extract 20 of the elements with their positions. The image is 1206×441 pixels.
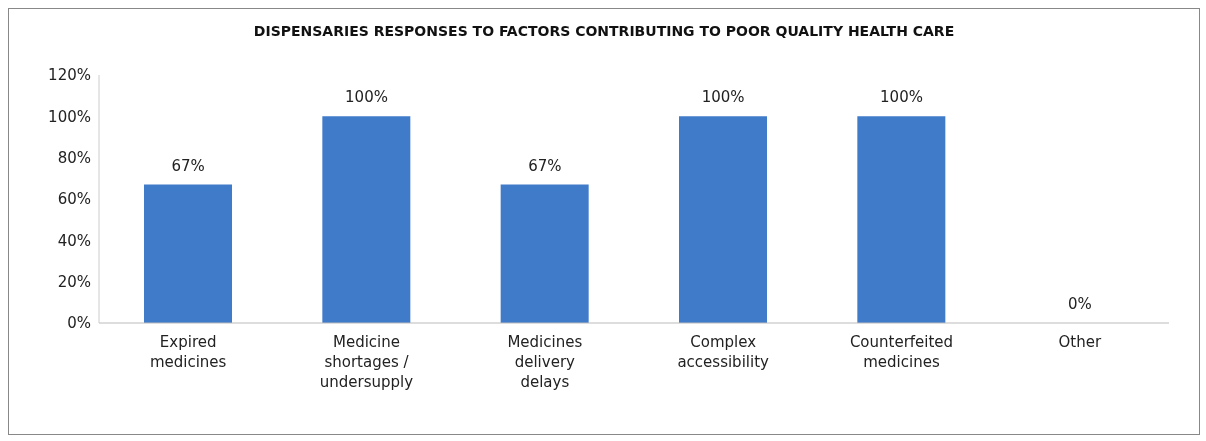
y-tick-label: 80% [57,148,91,167]
y-tick-label: 20% [57,272,91,291]
x-tick-label: Complex accessibility [677,333,770,371]
data-label: 100% [880,88,923,107]
chart-title: DISPENSARIES RESPONSES TO FACTORS CONTRIBUTING TO POOR QUALITY HEALTH CARE [252,23,956,39]
y-tick-label: 60% [57,190,91,209]
x-tick-label: Medicine shortages / undersupply [319,333,414,391]
data-label: 67% [528,156,562,175]
y-tick-label: 120% [48,66,91,85]
data-label: 100% [345,88,388,107]
y-tick-label: 40% [57,231,91,250]
data-label: 67% [171,156,205,175]
x-tick-label: Other [1058,333,1102,351]
x-tick-label: Counterfeited medicines [849,333,954,371]
x-tick-label: Medicines delivery delays [507,333,583,391]
y-tick-label: 100% [48,107,91,126]
y-tick-label: 0% [67,314,91,333]
data-label: 100% [701,88,745,107]
data-label: 0% [1067,295,1092,313]
x-tick-label: Expired medicines [149,333,227,371]
